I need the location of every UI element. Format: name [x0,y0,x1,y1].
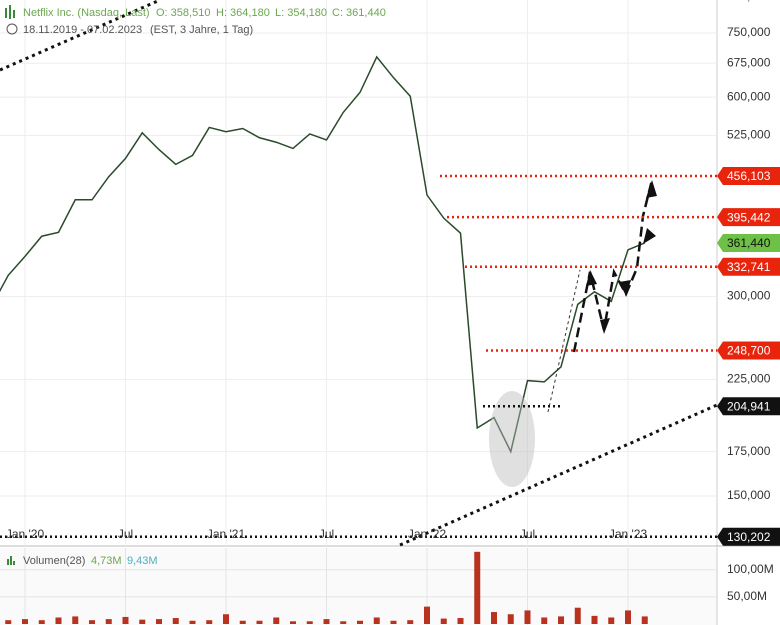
volume-bar [273,617,280,624]
arrow-heads [586,180,657,334]
volume-bar [390,620,397,624]
chart-icon [5,5,15,19]
x-tick-label: Jul [520,527,535,541]
volume-bar [156,619,162,624]
volume-bar [340,621,347,624]
level-tag [717,208,780,227]
trend-line [399,403,718,547]
y-tick-label: 525,000 [727,128,771,142]
volume-bar [105,619,112,624]
volume-bar [424,606,430,624]
volume-bar [22,619,28,624]
y-tick-label: 850,000 [727,0,771,3]
info: (EST, 3 Jahre, 1 Tag) [150,24,253,36]
volume-bar [558,616,564,624]
volume-icon [7,556,15,565]
volume-bar [290,621,296,624]
volume-bar [574,607,581,624]
header: Netflix Inc. (Nasdaq, Last) O: 358,510 H… [5,5,386,36]
level-label: 456,103 [727,169,771,183]
volume-bar [139,619,146,624]
date-range: 18.11.2019 - 07.02.2023 [23,24,142,36]
level-label: 204,941 [727,399,771,413]
x-tick-label: Jan '20 [6,527,45,541]
level-label: 395,442 [727,210,771,224]
marks [0,55,648,624]
volume-bar [641,616,648,624]
projection-guide [547,269,581,413]
volume-bar [206,620,213,624]
y-tick-label: 50,00M [727,589,767,603]
x-tick-label: Jan '23 [609,527,648,541]
highlight-ellipse [489,391,535,487]
level-tag [717,167,780,186]
volume-bar [256,620,263,624]
clock-icon [6,23,18,35]
volume-bar [5,620,12,624]
volume-bar [474,551,481,624]
volume-bar [223,614,229,624]
y-tick-label: 100,00M [727,562,774,576]
volume-bar [491,612,497,624]
volume-bar [541,617,548,624]
volume-bar [591,615,598,624]
volume-bar [373,617,380,624]
volume-bar [55,617,62,624]
volume-bar [357,620,363,624]
volume-bar [457,618,464,624]
volume-bar [440,618,447,624]
volume-bar [89,620,95,624]
volume-bar [306,621,313,624]
high-value: H: 364,180 [216,7,270,19]
volume-bar [172,618,179,624]
level-tag [717,527,780,546]
volume-panel [0,548,717,625]
level-label: 130,202 [727,530,771,544]
open-value: O: 358,510 [156,7,210,19]
level-label: 361,440 [727,236,771,250]
level-tag [717,397,780,416]
level-tag [717,341,780,360]
volume-bar [507,614,514,624]
y-tick-label: 675,000 [727,55,771,69]
volume-bar [38,620,45,624]
y-tick-label: 175,000 [727,444,771,458]
trend-line [0,0,161,72]
volume-bar [239,620,246,624]
volume-bar [323,619,330,624]
level-label: 248,700 [727,344,771,358]
x-tick-label: Jan '22 [408,527,447,541]
volume-title: Volumen(28) [23,555,85,567]
y-tick-label: 600,000 [727,89,771,103]
close-value: C: 361,440 [332,7,386,19]
volume-bar [407,620,414,624]
y-tick-label: 300,000 [727,289,771,303]
level-tag [717,257,780,276]
volume-legend: Volumen(28) 4,73M 9,43M [7,555,158,567]
volume-bar [608,617,615,624]
volume-bar [122,616,129,624]
volume-bar [189,620,196,624]
x-tick-label: Jul [319,527,334,541]
x-tick-label: Jul [118,527,133,541]
ma-label: 9,43M [127,555,158,567]
volume-bar [72,616,79,624]
volume-bar [524,610,531,624]
y-tick-label: 150,000 [727,488,771,502]
level-label: 332,741 [727,260,771,274]
ma-label: 4,73M [91,555,122,567]
x-tick-label: Jan '21 [207,527,246,541]
volume-bar [625,610,631,624]
instrument-title: Netflix Inc. (Nasdaq, Last) [23,7,150,19]
y-tick-label: 225,000 [727,371,771,385]
price-line [0,55,646,454]
levels: 456,103 395,442 361,440 332,741 248,700 204,9… [0,167,780,546]
y-tick-label: 750,000 [727,25,771,39]
level-tag [717,233,780,252]
low-value: L: 354,180 [275,7,327,19]
